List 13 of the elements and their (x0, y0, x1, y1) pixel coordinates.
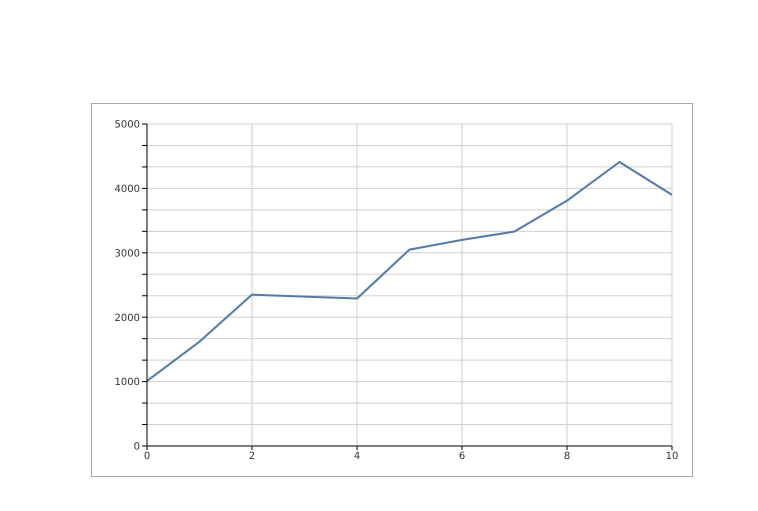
y-tick-label: 4000 (114, 184, 140, 195)
y-tick-label: 2000 (114, 312, 140, 324)
y-tick-label: 0 (134, 442, 140, 453)
y-tick-label: 3000 (114, 248, 140, 260)
line-series (147, 160, 672, 382)
y-tick-label: 1000 (114, 377, 140, 388)
x-tick-label: 6 (458, 451, 466, 462)
x-tick-label: 8 (564, 451, 570, 462)
x-tick-label: 10 (666, 451, 678, 462)
x-tick-label: 0 (144, 451, 150, 462)
x-tick-label: 4 (354, 451, 360, 462)
y-tick-label: 5000 (114, 120, 140, 131)
x-tick-label: 2 (248, 451, 256, 462)
